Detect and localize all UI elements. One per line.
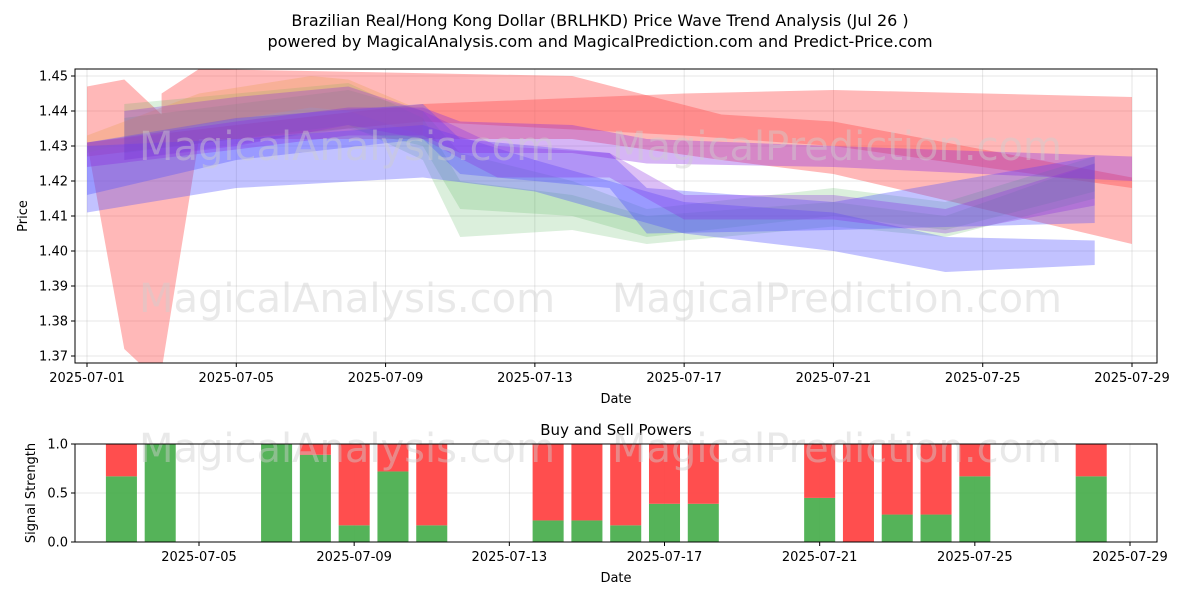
price-y-tick-label: 1.41 bbox=[39, 210, 68, 225]
sell-bar bbox=[532, 444, 564, 521]
sell-bar bbox=[920, 444, 952, 515]
sell-bar bbox=[416, 444, 448, 526]
price-x-tick-label: 2025-07-05 bbox=[199, 371, 275, 386]
price-y-tick-label: 1.40 bbox=[39, 245, 68, 260]
price-band-green bbox=[124, 90, 1095, 237]
price-band-red bbox=[87, 69, 1132, 363]
sell-bar bbox=[338, 444, 370, 526]
sell-bar bbox=[610, 444, 642, 526]
signal-bars bbox=[105, 444, 1107, 542]
buy-bar bbox=[920, 514, 952, 542]
signal-x-tick-label: 2025-07-29 bbox=[1092, 550, 1168, 565]
watermark-prediction-bottom: MagicalPrediction.com bbox=[612, 426, 1062, 472]
watermark-analysis-bottom: MagicalAnalysis.com bbox=[139, 426, 555, 472]
price-y-tick-label: 1.44 bbox=[39, 105, 68, 120]
watermark-prediction-mid: MagicalPrediction.com bbox=[612, 276, 1062, 322]
price-x-tick-label: 2025-07-21 bbox=[796, 371, 872, 386]
price-y-tick-label: 1.37 bbox=[39, 350, 68, 365]
buy-bar bbox=[377, 471, 409, 542]
watermark-analysis-top: MagicalAnalysis.com bbox=[139, 124, 555, 170]
price-bands bbox=[87, 69, 1132, 363]
price-y-tick-label: 1.43 bbox=[39, 140, 68, 155]
watermark-analysis-mid: MagicalAnalysis.com bbox=[139, 276, 555, 322]
price-x-tick-label: 2025-07-13 bbox=[497, 371, 573, 386]
buy-bar bbox=[804, 497, 836, 542]
chart-title-line1: Brazilian Real/Hong Kong Dollar (BRLHKD)… bbox=[291, 11, 908, 30]
signal-y-tick-label: 0.0 bbox=[47, 536, 68, 551]
sell-bar bbox=[959, 444, 991, 477]
price-x-tick-label: 2025-07-25 bbox=[945, 371, 1021, 386]
watermark-prediction-top: MagicalPrediction.com bbox=[612, 124, 1062, 170]
price-ticks: 1.37 1.38 1.39 1.40 1.41 1.42 1.43 1.44 1.45 2025… bbox=[39, 70, 1170, 387]
sell-bar bbox=[842, 444, 874, 542]
signal-x-tick-label: 2025-07-13 bbox=[472, 550, 548, 565]
signal-x-tick-label: 2025-07-17 bbox=[627, 550, 703, 565]
sell-bar bbox=[804, 444, 836, 498]
price-band-purple bbox=[87, 107, 1132, 181]
buy-bar bbox=[1075, 476, 1107, 542]
price-x-axis-label: Date bbox=[600, 392, 631, 407]
signal-x-tick-label: 2025-07-09 bbox=[316, 550, 392, 565]
price-band-blue bbox=[87, 125, 1095, 272]
price-y-tick-label: 1.39 bbox=[39, 280, 68, 295]
signal-x-tick-label: 2025-07-21 bbox=[782, 550, 858, 565]
signal-x-tick-label: 2025-07-25 bbox=[937, 550, 1013, 565]
price-x-tick-label: 2025-07-17 bbox=[646, 371, 722, 386]
price-x-tick-label: 2025-07-01 bbox=[49, 371, 125, 386]
signal-x-tick-label: 2025-07-05 bbox=[161, 550, 237, 565]
buy-bar bbox=[338, 525, 370, 542]
buy-bar bbox=[532, 520, 564, 542]
sell-bar bbox=[377, 444, 409, 472]
buy-bar bbox=[144, 444, 176, 542]
signal-ticks: 0.0 0.5 1.0 2025-07-05 2025-07-09 2025-07-13 2… bbox=[47, 438, 1167, 566]
signal-chart-title: Buy and Sell Powers bbox=[540, 421, 692, 439]
price-x-tick-label: 2025-07-29 bbox=[1094, 371, 1170, 386]
price-band-blue bbox=[87, 104, 1095, 234]
price-y-tick-label: 1.38 bbox=[39, 315, 68, 330]
sell-bar bbox=[881, 444, 913, 515]
price-band-purple bbox=[124, 86, 1095, 234]
buy-bar bbox=[571, 520, 603, 542]
price-band-green bbox=[124, 83, 1095, 244]
price-band-orange bbox=[87, 76, 423, 153]
signal-x-axis-label: Date bbox=[600, 571, 631, 586]
buy-bar bbox=[881, 514, 913, 542]
signal-y-tick-label: 1.0 bbox=[47, 438, 68, 453]
buy-bar bbox=[959, 476, 991, 542]
signal-y-axis-label: Signal Strength bbox=[24, 443, 39, 543]
price-x-tick-label: 2025-07-09 bbox=[348, 371, 424, 386]
sell-bar bbox=[105, 444, 137, 477]
sell-bar bbox=[1075, 444, 1107, 477]
price-y-axis-label: Price bbox=[16, 200, 31, 232]
buy-bar bbox=[299, 454, 331, 542]
buy-bar bbox=[610, 525, 642, 542]
signal-y-tick-label: 0.5 bbox=[47, 487, 68, 502]
sell-bar bbox=[299, 444, 331, 455]
buy-bar bbox=[687, 503, 719, 542]
price-y-tick-label: 1.45 bbox=[39, 70, 68, 85]
chart-title-line2: powered by MagicalAnalysis.com and Magic… bbox=[267, 32, 932, 51]
sell-bar bbox=[571, 444, 603, 521]
price-y-tick-label: 1.42 bbox=[39, 175, 68, 190]
sell-bar bbox=[687, 444, 719, 504]
buy-bar bbox=[261, 444, 293, 542]
price-band-red bbox=[87, 90, 1132, 188]
buy-bar bbox=[105, 476, 137, 542]
price-grid bbox=[75, 69, 1157, 363]
sell-bar bbox=[648, 444, 681, 504]
buy-bar bbox=[648, 503, 681, 542]
price-chart: MagicalAnalysis.com MagicalPrediction.co… bbox=[16, 68, 1170, 407]
buy-bar bbox=[416, 525, 448, 542]
signal-chart: Buy and Sell Powers MagicalAnalysis.com … bbox=[24, 421, 1168, 586]
